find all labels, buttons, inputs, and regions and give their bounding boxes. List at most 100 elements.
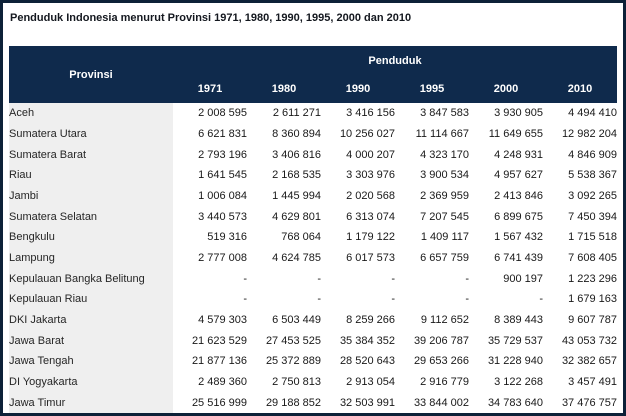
population-value: 29 653 266 bbox=[413, 355, 469, 368]
population-value: 9 112 652 bbox=[420, 313, 469, 326]
population-value: 2 793 196 bbox=[198, 148, 247, 161]
population-value: - bbox=[391, 293, 395, 306]
table-body: Aceh 2 008 595 2 611 271 3 416 156 3 847 583… bbox=[9, 103, 617, 413]
population-value: 6 657 759 bbox=[420, 251, 469, 264]
table-row: Riau 1 641 545 2 168 535 3 303 976 3 900 534… bbox=[9, 164, 617, 186]
population-value: 39 206 787 bbox=[413, 334, 469, 347]
population-value: 3 440 573 bbox=[198, 210, 247, 223]
year-header-1980: 1980 bbox=[247, 75, 321, 103]
population-value: 27 453 525 bbox=[265, 334, 321, 347]
population-value: 2 413 846 bbox=[494, 189, 543, 202]
population-value: 7 207 545 bbox=[420, 210, 469, 223]
population-value: 1 567 432 bbox=[494, 231, 543, 244]
province-name: Jambi bbox=[9, 185, 173, 207]
population-value: 3 303 976 bbox=[346, 169, 395, 182]
column-header-penduduk: Penduduk bbox=[173, 46, 617, 75]
year-header-2000: 2000 bbox=[469, 75, 543, 103]
population-value: 28 520 643 bbox=[339, 355, 395, 368]
population-value: 2 913 054 bbox=[346, 375, 395, 388]
population-value: 11 114 667 bbox=[415, 127, 469, 140]
table-row: DI Yogyakarta 2 489 360 2 750 813 2 913 054… bbox=[9, 371, 617, 393]
table-header: Provinsi Penduduk 1971 1980 1990 1995 2000 20… bbox=[9, 46, 617, 103]
table-row: Jawa Tengah 21 877 136 25 372 889 28 520 64… bbox=[9, 350, 617, 372]
population-value: 6 741 439 bbox=[494, 251, 543, 264]
population-value: 1 679 163 bbox=[568, 293, 617, 306]
population-table: Provinsi Penduduk 1971 1980 1990 1995 2000 20… bbox=[9, 46, 617, 413]
population-value: 10 256 027 bbox=[339, 127, 395, 140]
year-header-1995: 1995 bbox=[395, 75, 469, 103]
population-value: 1 641 545 bbox=[198, 169, 247, 182]
province-name: Bengkulu bbox=[9, 226, 173, 248]
population-value: 1 179 122 bbox=[346, 231, 395, 244]
population-value: 2 611 271 bbox=[272, 107, 321, 120]
population-value: 4 624 785 bbox=[272, 251, 321, 264]
population-value: 11 649 655 bbox=[488, 127, 543, 140]
year-header-1971: 1971 bbox=[173, 75, 247, 103]
table-row: Jawa Barat 21 623 529 27 453 525 35 384 352… bbox=[9, 330, 617, 351]
population-value: 8 360 894 bbox=[272, 127, 321, 140]
year-header-1990: 1990 bbox=[321, 75, 395, 103]
population-value: 1 006 084 bbox=[198, 189, 247, 202]
table-row: Jawa Timur 25 516 999 29 188 852 32 503 991… bbox=[9, 392, 617, 413]
population-value: 4 000 207 bbox=[346, 148, 395, 161]
population-value: 31 228 940 bbox=[487, 355, 543, 368]
population-value: 2 168 535 bbox=[272, 169, 321, 182]
population-value: 2 020 568 bbox=[346, 189, 395, 202]
population-value: 3 122 268 bbox=[494, 375, 543, 388]
population-value: 8 259 266 bbox=[346, 313, 395, 326]
population-value: - bbox=[243, 272, 247, 285]
population-value: 5 538 367 bbox=[568, 169, 617, 182]
province-name: Sumatera Utara bbox=[9, 123, 173, 145]
population-value: 2 489 360 bbox=[198, 375, 247, 388]
population-value: - bbox=[317, 272, 321, 285]
population-value: 12 982 204 bbox=[561, 127, 617, 140]
population-value: 3 900 534 bbox=[420, 169, 469, 182]
population-value: 4 957 627 bbox=[494, 169, 543, 182]
population-value: 2 916 779 bbox=[420, 375, 469, 388]
population-value: 37 476 757 bbox=[561, 396, 617, 409]
population-value: 4 248 931 bbox=[494, 148, 543, 161]
population-value: 6 899 675 bbox=[494, 210, 543, 223]
population-value: 25 516 999 bbox=[191, 396, 247, 409]
table-row: Bengkulu 519 316 768 064 1 179 122 1 409 117… bbox=[9, 226, 617, 248]
population-value: 6 621 831 bbox=[198, 127, 247, 140]
population-value: 32 382 657 bbox=[561, 355, 617, 368]
year-header-row: 1971 1980 1990 1995 2000 2010 bbox=[9, 75, 617, 103]
province-name: Jawa Barat bbox=[9, 330, 173, 351]
population-value: - bbox=[317, 293, 321, 306]
population-value: 1 715 518 bbox=[568, 231, 617, 244]
table-row: Sumatera Barat 2 793 196 3 406 816 4 000 20… bbox=[9, 144, 617, 165]
population-value: 21 623 529 bbox=[191, 334, 247, 347]
table-row: Sumatera Utara 6 621 831 8 360 894 10 256 0… bbox=[9, 123, 617, 145]
population-value: 2 777 008 bbox=[198, 251, 247, 264]
population-value: - bbox=[465, 272, 469, 285]
population-value: 3 406 816 bbox=[272, 148, 321, 161]
population-value: 34 783 640 bbox=[487, 396, 543, 409]
population-value: 4 323 170 bbox=[420, 148, 469, 161]
population-value: 6 313 074 bbox=[346, 210, 395, 223]
population-value: 32 503 991 bbox=[339, 396, 395, 409]
province-name: Aceh bbox=[9, 103, 173, 124]
province-name: Lampung bbox=[9, 247, 173, 269]
population-value: 900 197 bbox=[503, 272, 543, 285]
population-value: 6 503 449 bbox=[272, 313, 321, 326]
population-value: 43 053 732 bbox=[561, 334, 617, 347]
province-name: Jawa Timur bbox=[9, 392, 173, 413]
population-value: 6 017 573 bbox=[346, 251, 395, 264]
population-value: 768 064 bbox=[281, 231, 321, 244]
population-value: 4 629 801 bbox=[272, 210, 321, 223]
population-value: 33 844 002 bbox=[413, 396, 469, 409]
table-row: Kepulauan Bangka Belitung - - - - 900 197 1 22… bbox=[9, 268, 617, 289]
group-header-row: Provinsi Penduduk bbox=[9, 46, 617, 103]
population-value: 2 750 813 bbox=[272, 375, 321, 388]
page-title: Penduduk Indonesia menurut Provinsi 1971… bbox=[10, 12, 412, 24]
year-header-2010: 2010 bbox=[543, 75, 617, 103]
population-value: 1 223 296 bbox=[568, 272, 617, 285]
population-value: 8 389 443 bbox=[494, 313, 543, 326]
table-row: Jambi 1 006 084 1 445 994 2 020 568 2 369 95… bbox=[9, 185, 617, 207]
population-value: - bbox=[539, 293, 543, 306]
population-value: 519 316 bbox=[207, 231, 247, 244]
population-value: - bbox=[465, 293, 469, 306]
population-value: - bbox=[391, 272, 395, 285]
population-value: 35 729 537 bbox=[487, 334, 543, 347]
